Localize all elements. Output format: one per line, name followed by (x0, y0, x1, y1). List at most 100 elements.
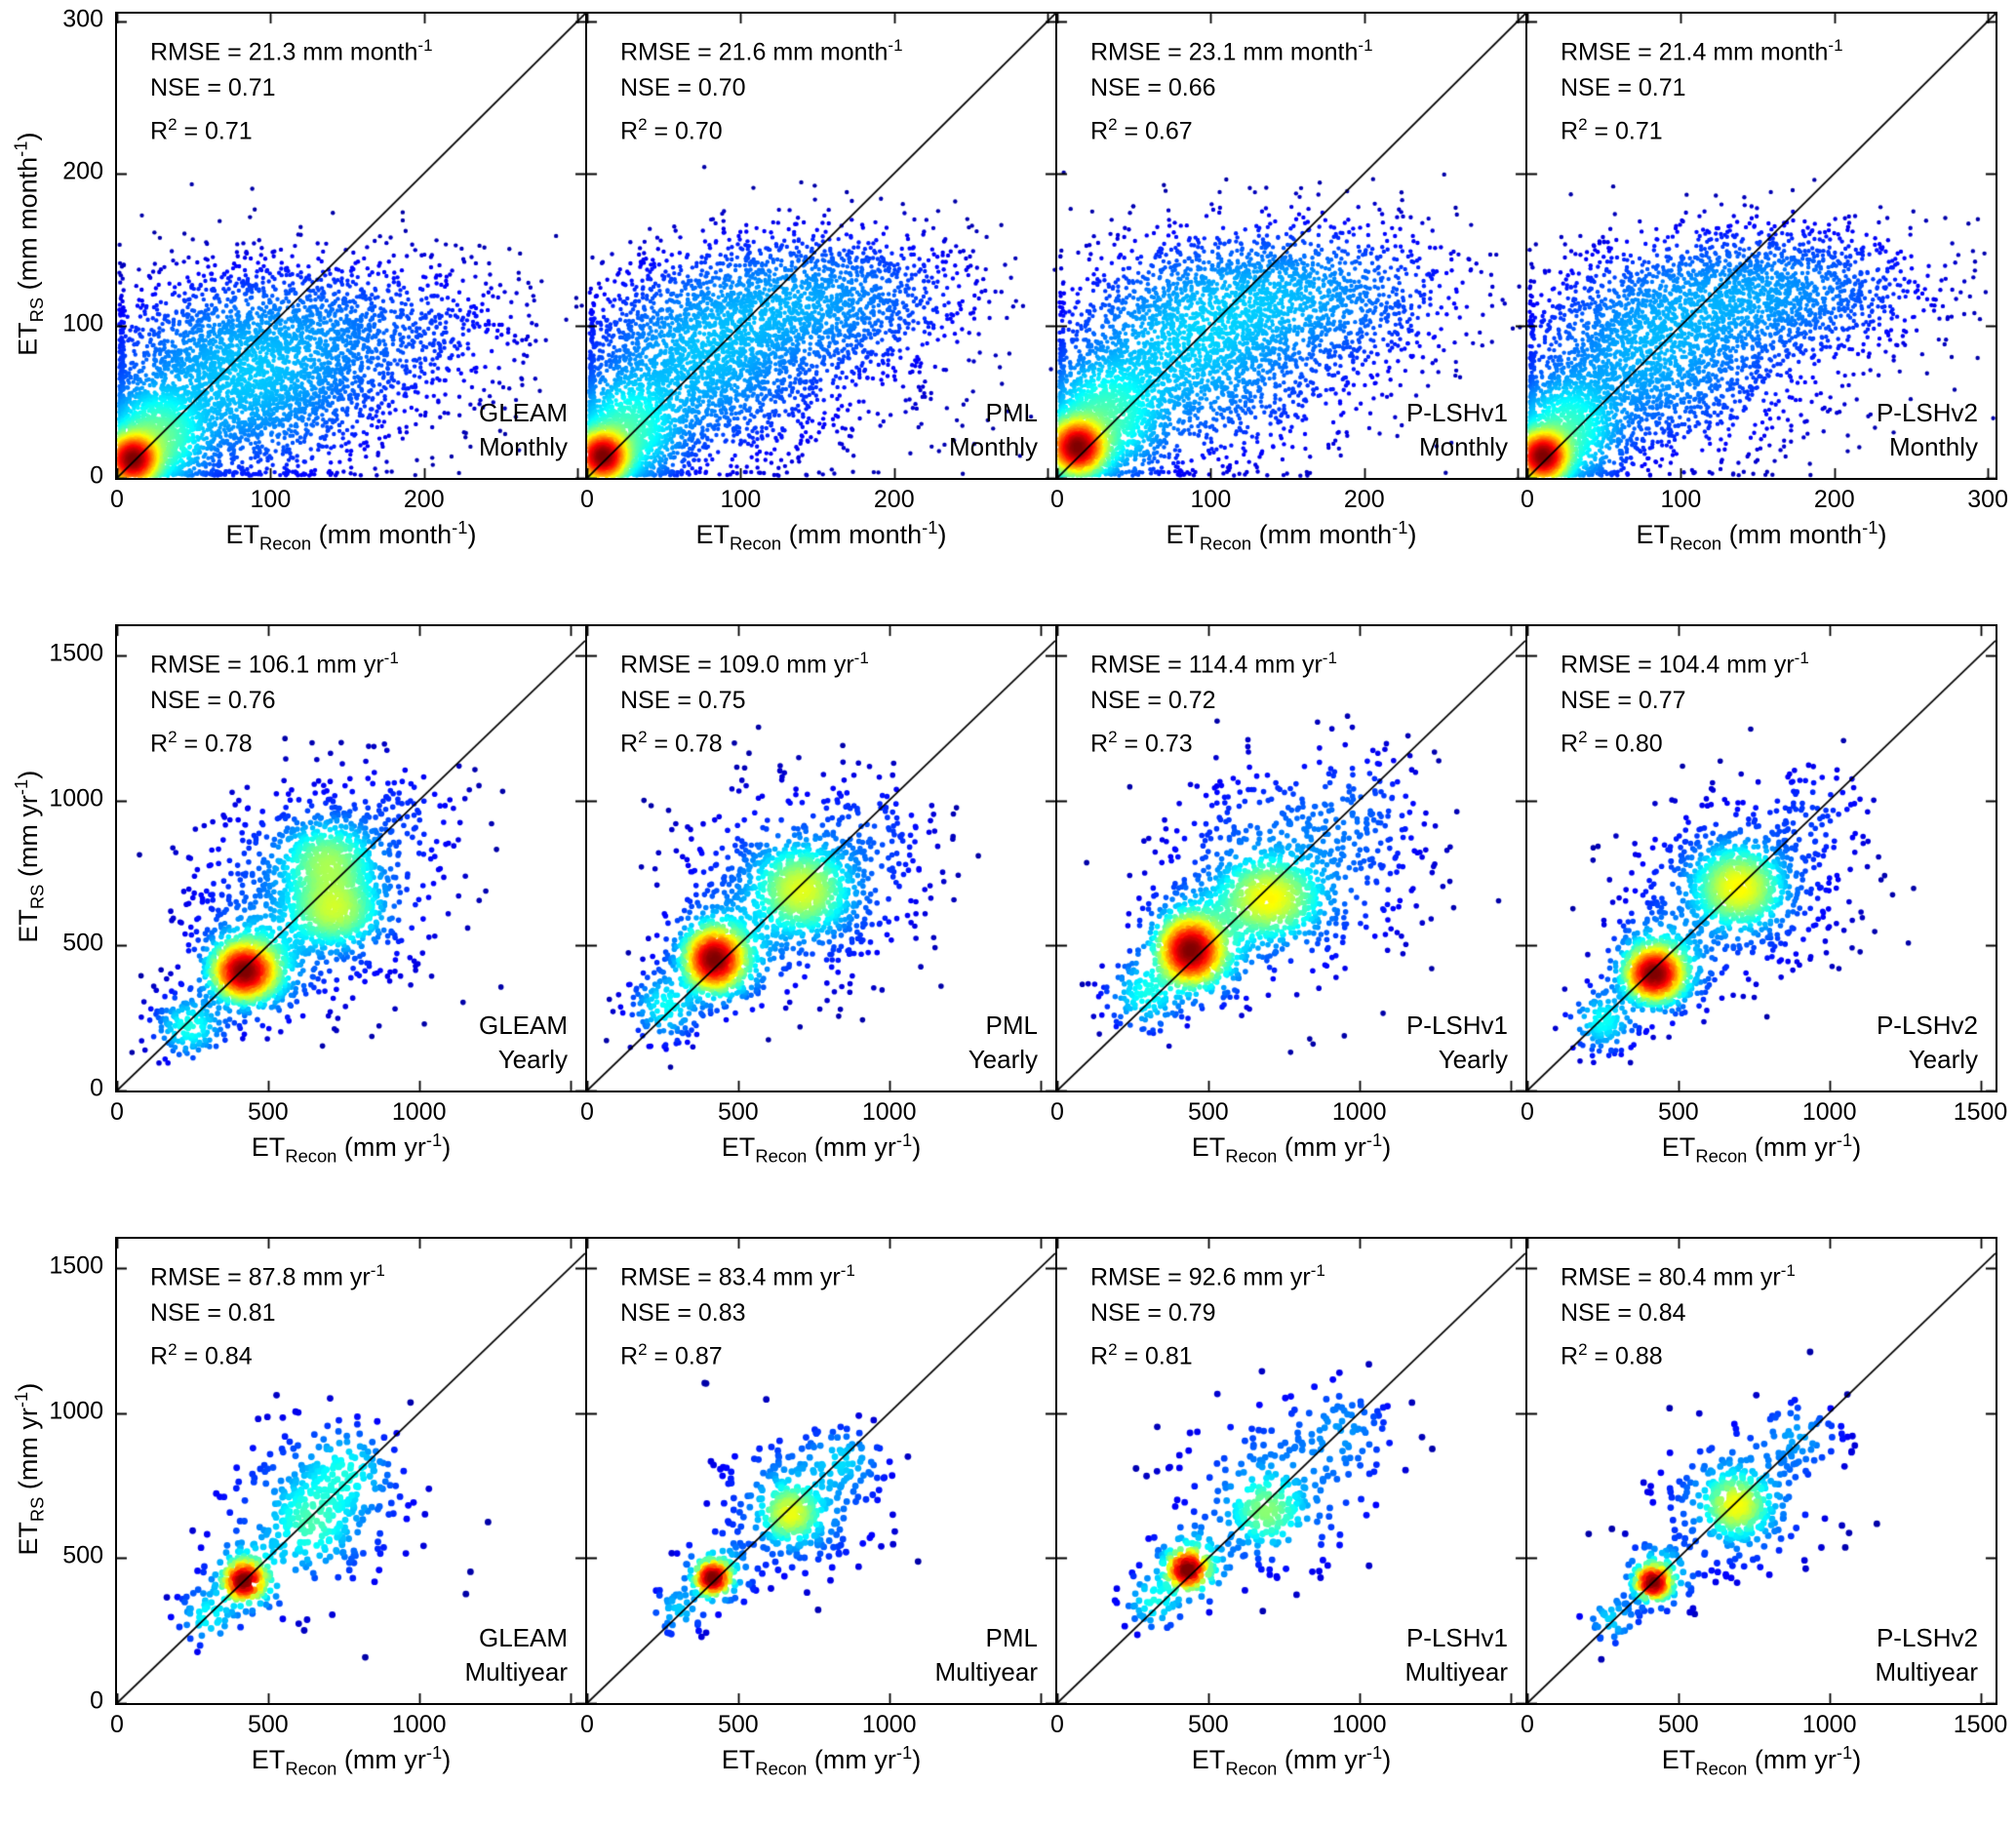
x-tick-label: 500 (1657, 1098, 1699, 1126)
x-axis-label: ETRecon (mm month-1) (1636, 517, 1887, 554)
stats-block: RMSE = 21.4 mm month-1 NSE = 0.71 R2 = 0… (1561, 27, 1843, 150)
x-tick-label: 200 (1813, 486, 1855, 513)
x-axis-label: ETRecon (mm yr-1) (721, 1742, 922, 1779)
rmse-text: RMSE = 80.4 mm yr-1 (1561, 1261, 1796, 1291)
nse-text: NSE = 0.70 (620, 74, 746, 102)
r2-text: R2 = 0.81 (1090, 1340, 1193, 1370)
nse-text: NSE = 0.79 (1090, 1299, 1216, 1328)
panel-plshv1-monthly: RMSE = 23.1 mm month-1 NSE = 0.66 R2 = 0… (1050, 12, 1527, 513)
r2-text: R2 = 0.78 (150, 728, 253, 758)
x-tick-label: 1500 (1953, 1711, 2008, 1738)
r2-text: R2 = 0.88 (1561, 1340, 1663, 1370)
nse-text: NSE = 0.77 (1561, 687, 1686, 715)
nse-text: NSE = 0.83 (620, 1299, 746, 1328)
panel-model-label: GLEAM Monthly (478, 398, 568, 461)
density-scatter-canvas (117, 14, 585, 478)
rmse-text: RMSE = 21.4 mm month-1 (1561, 36, 1843, 66)
panel-plshv1-yearly: RMSE = 114.4 mm yr-1 NSE = 0.72 R2 = 0.7… (1050, 624, 1527, 1126)
rmse-text: RMSE = 92.6 mm yr-1 (1090, 1261, 1325, 1291)
x-tick-label: 0 (1050, 1711, 1064, 1738)
x-tick-label: 300 (1967, 486, 2008, 513)
rmse-text: RMSE = 21.3 mm month-1 (150, 36, 433, 66)
x-tick-label: 500 (247, 1098, 289, 1126)
panel-model-label: P-LSHv1 Monthly (1405, 398, 1508, 461)
x-tick-label: 100 (1660, 486, 1702, 513)
nse-text: NSE = 0.76 (150, 687, 276, 715)
r2-text: R2 = 0.87 (620, 1340, 723, 1370)
rmse-text: RMSE = 21.6 mm month-1 (620, 36, 903, 66)
x-tick-label: 0 (1521, 486, 1534, 513)
rmse-text: RMSE = 109.0 mm yr-1 (620, 649, 869, 679)
y-tick-labels: 0 500 1000 1500 (0, 624, 109, 1101)
x-tick-label: 1000 (1801, 1098, 1857, 1126)
nse-text: NSE = 0.75 (620, 687, 746, 715)
rmse-text: RMSE = 23.1 mm month-1 (1090, 36, 1373, 66)
r2-text: R2 = 0.80 (1561, 728, 1663, 758)
y-tick-label: 1500 (49, 639, 103, 667)
x-tick-labels: 0 500 1000 1500 (1521, 1094, 2007, 1128)
panel-plshv2-monthly: RMSE = 21.4 mm month-1 NSE = 0.71 R2 = 0… (1521, 12, 2008, 513)
x-tick-label: 1000 (391, 1098, 447, 1126)
x-tick-label: 0 (1521, 1098, 1534, 1126)
y-tick-label: 200 (62, 157, 103, 185)
x-tick-label: 500 (717, 1711, 759, 1738)
rmse-text: RMSE = 87.8 mm yr-1 (150, 1261, 385, 1291)
density-scatter-canvas (117, 626, 585, 1091)
stats-block: RMSE = 21.3 mm month-1 NSE = 0.71 R2 = 0… (150, 27, 433, 150)
y-tick-label: 100 (62, 309, 103, 337)
x-tick-labels: 0 500 1000 (580, 1094, 1055, 1128)
x-axis-label: ETRecon (mm yr-1) (1661, 1742, 1862, 1779)
x-tick-label: 100 (250, 486, 292, 513)
x-tick-labels: 0 100 200 (110, 482, 585, 515)
x-tick-label: 0 (110, 486, 124, 513)
x-tick-label: 0 (110, 1711, 124, 1738)
density-scatter-canvas (1057, 14, 1525, 478)
x-axis-label: ETRecon (mm month-1) (695, 517, 947, 554)
stats-block: RMSE = 87.8 mm yr-1 NSE = 0.81 R2 = 0.84 (150, 1252, 385, 1375)
panel-model-label: PML Monthly (948, 398, 1038, 461)
panel-plshv2-yearly: RMSE = 104.4 mm yr-1 NSE = 0.77 R2 = 0.8… (1521, 624, 2007, 1126)
x-tick-label: 500 (1187, 1098, 1229, 1126)
x-tick-label: 1000 (861, 1098, 917, 1126)
x-tick-label: 0 (1050, 486, 1064, 513)
x-tick-label: 0 (1050, 1098, 1064, 1126)
nse-text: NSE = 0.81 (150, 1299, 276, 1328)
rmse-text: RMSE = 83.4 mm yr-1 (620, 1261, 855, 1291)
nse-text: NSE = 0.71 (1561, 74, 1686, 102)
x-tick-label: 100 (720, 486, 762, 513)
panel-gleam-multiyear: RMSE = 87.8 mm yr-1 NSE = 0.81 R2 = 0.84… (110, 1237, 587, 1738)
r2-text: R2 = 0.71 (150, 115, 253, 145)
x-axis-label: ETRecon (mm month-1) (1166, 517, 1417, 554)
rmse-text: RMSE = 104.4 mm yr-1 (1561, 649, 1809, 679)
x-axis-label: ETRecon (mm yr-1) (1661, 1130, 1862, 1167)
density-scatter-canvas (1057, 1239, 1525, 1703)
panel-model-label: P-LSHv2 Yearly (1876, 1011, 1978, 1074)
x-tick-label: 0 (580, 1711, 594, 1738)
nse-text: NSE = 0.72 (1090, 687, 1216, 715)
x-tick-label: 200 (403, 486, 445, 513)
y-tick-labels: 0 500 1000 1500 (0, 1237, 109, 1714)
x-tick-label: 500 (247, 1711, 289, 1738)
density-scatter-canvas (1057, 626, 1525, 1091)
x-tick-labels: 0 100 200 (1050, 482, 1525, 515)
rmse-text: RMSE = 114.4 mm yr-1 (1090, 649, 1337, 679)
x-tick-label: 0 (1521, 1711, 1534, 1738)
y-tick-label: 1000 (49, 1397, 103, 1424)
x-tick-label: 1000 (391, 1711, 447, 1738)
density-scatter-canvas (587, 1239, 1055, 1703)
r2-text: R2 = 0.67 (1090, 115, 1193, 145)
panel-model-label: P-LSHv2 Monthly (1876, 398, 1978, 461)
y-tick-label: 0 (90, 461, 103, 490)
y-tick-label: 1000 (49, 784, 103, 812)
x-tick-labels: 0 500 1000 (110, 1094, 585, 1128)
nse-text: NSE = 0.66 (1090, 74, 1216, 102)
x-axis-label: ETRecon (mm yr-1) (251, 1742, 452, 1779)
panel-pml-yearly: RMSE = 109.0 mm yr-1 NSE = 0.75 R2 = 0.7… (580, 624, 1057, 1126)
panel-model-label: PML Yearly (968, 1011, 1038, 1074)
row-multiyear: ETRS (mm yr-1) 0 500 1000 1500 RMSE = 87.8 … (0, 1237, 2016, 1789)
r2-text: R2 = 0.73 (1090, 728, 1193, 758)
y-tick-label: 500 (62, 1541, 103, 1569)
x-axis-label: ETRecon (mm yr-1) (1191, 1742, 1392, 1779)
x-tick-label: 200 (873, 486, 915, 513)
